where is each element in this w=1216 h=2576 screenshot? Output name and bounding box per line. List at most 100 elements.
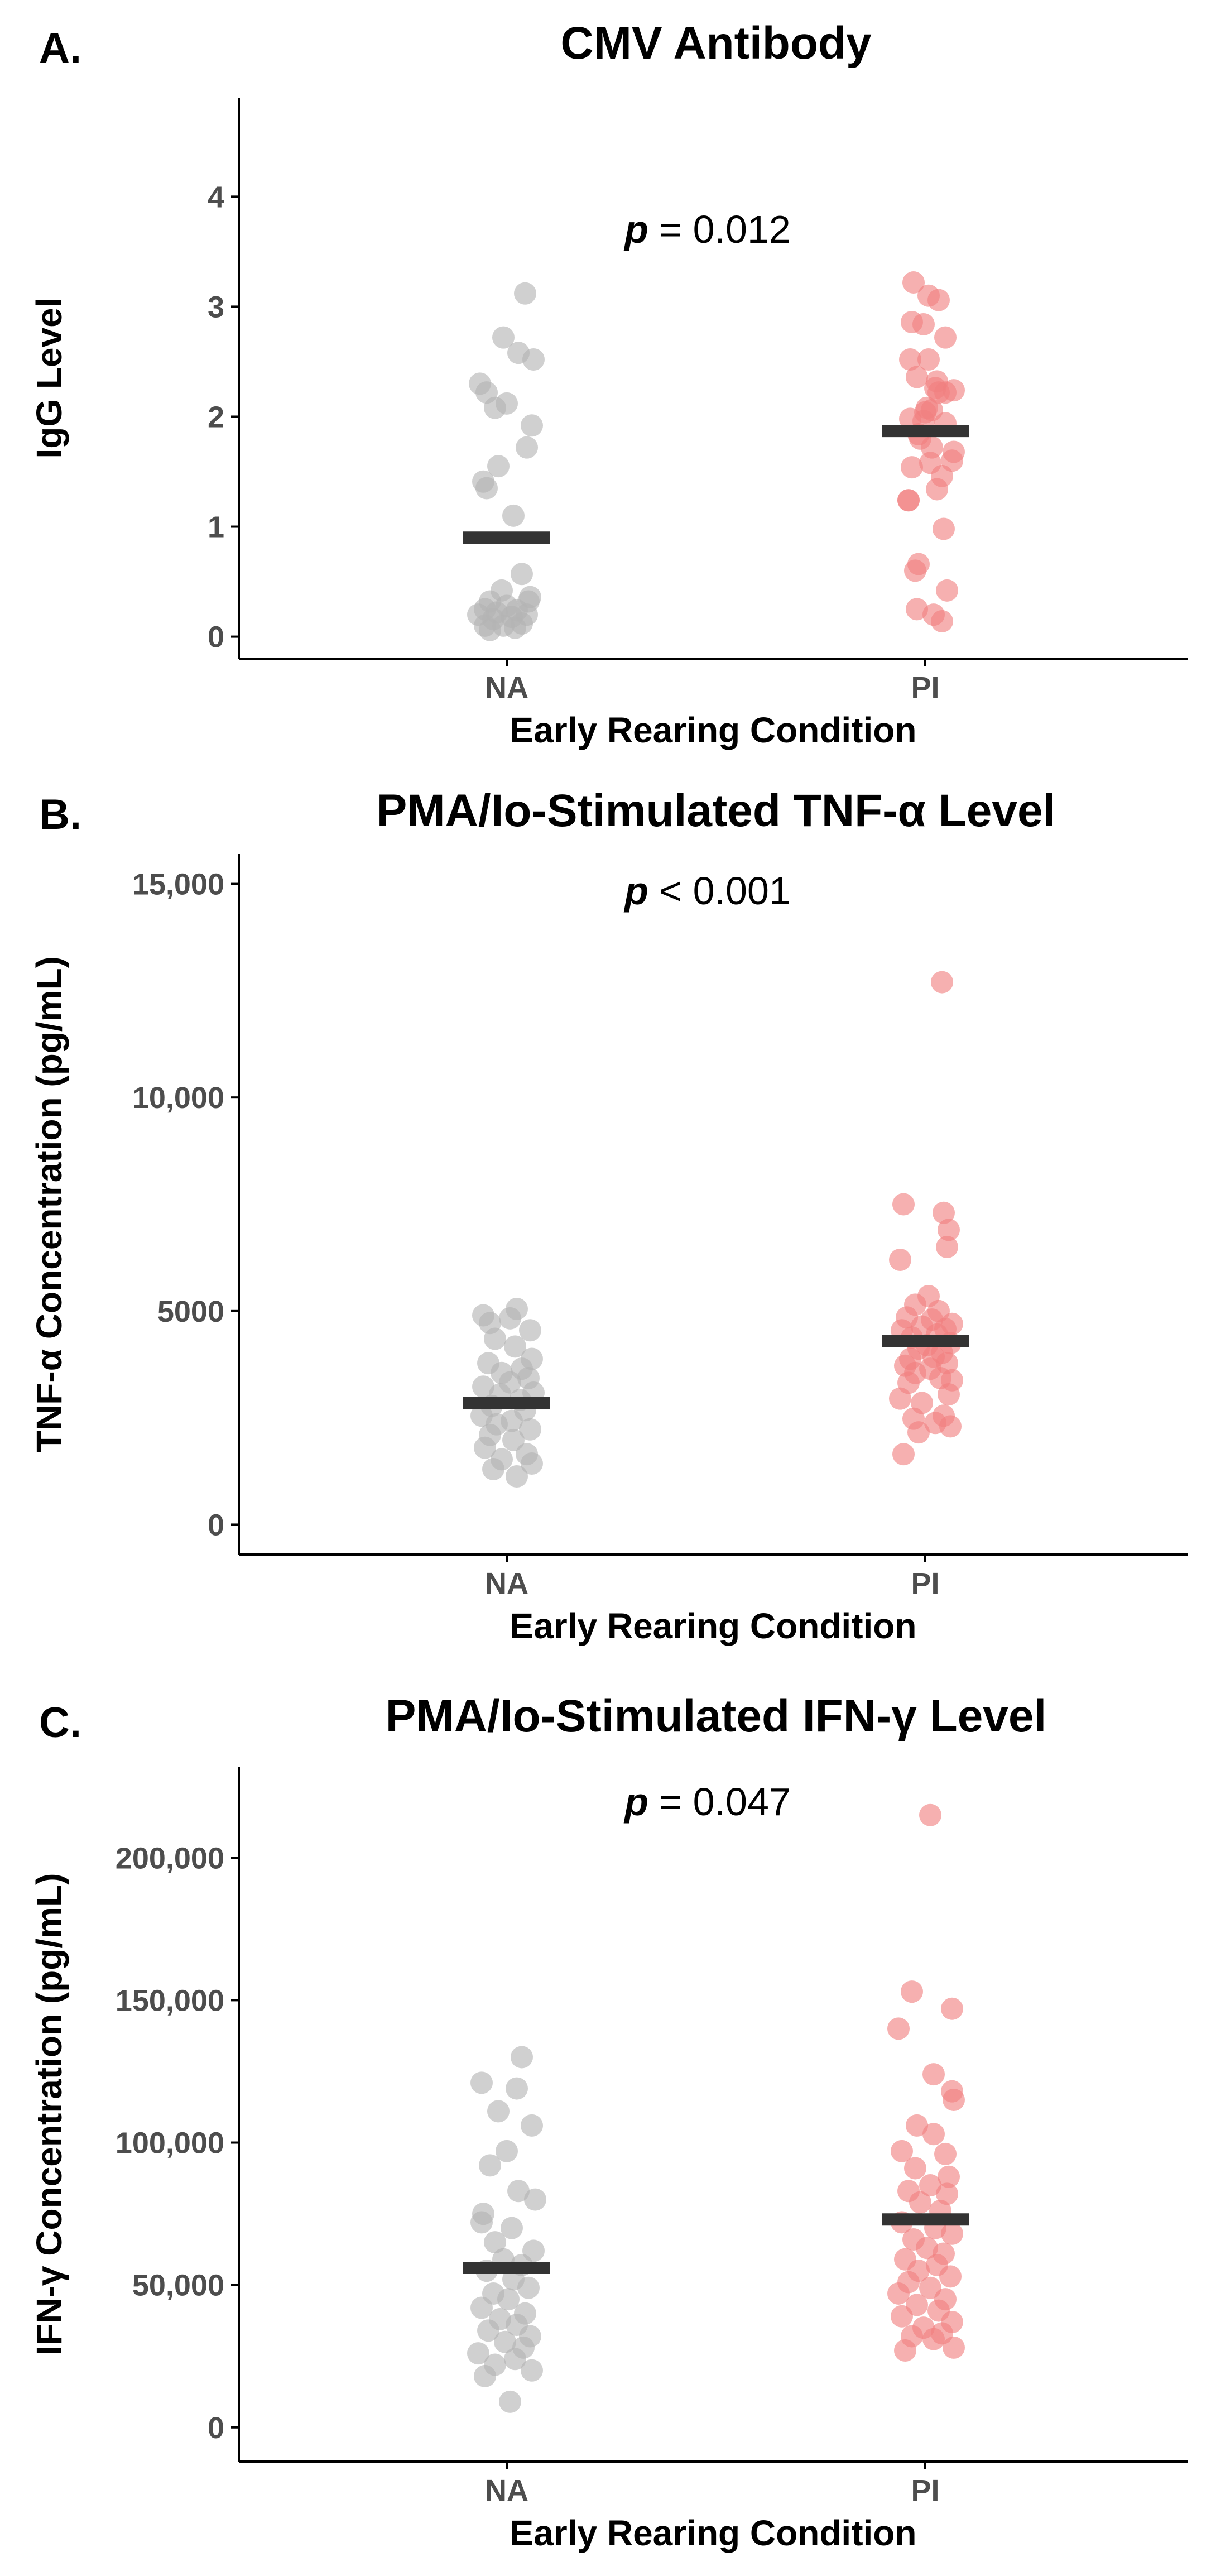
series-pi bbox=[889, 971, 963, 1466]
data-point-na bbox=[522, 348, 545, 371]
data-point-pi bbox=[909, 2191, 931, 2214]
data-point-na bbox=[506, 1465, 528, 1488]
data-point-na bbox=[497, 2288, 520, 2311]
data-point-pi bbox=[943, 2088, 965, 2111]
data-point-pi bbox=[938, 2165, 960, 2188]
p-symbol: p bbox=[623, 208, 648, 251]
data-point-na bbox=[487, 2100, 510, 2123]
data-point-na bbox=[502, 504, 525, 527]
panel-label: C. bbox=[39, 1699, 81, 1747]
data-point-na bbox=[474, 2364, 496, 2387]
data-point-na bbox=[474, 1436, 496, 1459]
y-axis-title: IFN-γ Concentration (pg/mL) bbox=[29, 1873, 69, 2356]
data-point-na bbox=[507, 2180, 530, 2203]
y-tick-label: 3 bbox=[208, 290, 224, 324]
data-point-pi bbox=[906, 598, 928, 621]
data-point-na bbox=[482, 1457, 504, 1480]
data-point-pi bbox=[922, 2123, 945, 2146]
p-value-text: < 0.001 bbox=[648, 869, 791, 913]
data-point-pi bbox=[904, 559, 926, 582]
data-point-na bbox=[519, 1319, 541, 1342]
chart-title: PMA/Io-Stimulated IFN-γ Level bbox=[386, 1691, 1047, 1742]
data-point-na bbox=[470, 2211, 493, 2234]
data-point-pi bbox=[891, 2140, 913, 2162]
y-tick-label: 2 bbox=[208, 400, 224, 434]
p-value-text: = 0.047 bbox=[648, 1780, 791, 1824]
data-point-na bbox=[470, 2071, 493, 2094]
y-tick-label: 0 bbox=[208, 621, 224, 654]
x-tick-label: PI bbox=[911, 2474, 939, 2507]
series-pi bbox=[897, 271, 965, 632]
data-point-na bbox=[479, 2154, 501, 2177]
y-tick-label: 1 bbox=[208, 511, 224, 544]
data-point-pi bbox=[894, 2339, 916, 2362]
data-point-na bbox=[516, 436, 538, 459]
p-value-annotation: p < 0.001 bbox=[623, 869, 791, 913]
p-symbol: p bbox=[623, 869, 648, 913]
data-point-na bbox=[484, 1327, 506, 1350]
data-point-na bbox=[494, 2330, 516, 2353]
data-point-pi bbox=[943, 2336, 965, 2359]
data-point-pi bbox=[912, 313, 935, 335]
data-point-na bbox=[487, 455, 510, 478]
p-value-annotation: p = 0.047 bbox=[623, 1780, 791, 1824]
data-point-pi bbox=[933, 517, 955, 540]
data-point-pi bbox=[919, 1803, 941, 1826]
data-point-pi bbox=[922, 2328, 945, 2350]
data-point-pi bbox=[901, 456, 923, 479]
panel-b: B. PMA/Io-Stimulated TNF-α Level 0 5000 10,0… bbox=[29, 785, 1188, 1646]
data-point-na bbox=[484, 396, 506, 419]
x-tick-label: NA bbox=[485, 1567, 528, 1600]
x-axis-title: Early Rearing Condition bbox=[510, 710, 917, 750]
data-point-pi bbox=[892, 1443, 915, 1466]
p-value-text: = 0.012 bbox=[648, 208, 791, 251]
data-point-na bbox=[496, 2140, 518, 2162]
x-tick-label: NA bbox=[485, 2474, 528, 2507]
data-point-pi bbox=[904, 2157, 926, 2180]
data-point-na bbox=[492, 326, 515, 349]
data-point-na bbox=[484, 2231, 506, 2254]
x-axis-title: Early Rearing Condition bbox=[510, 1606, 917, 1646]
data-point-na bbox=[504, 1335, 526, 1358]
data-point-pi bbox=[934, 326, 957, 349]
data-point-pi bbox=[941, 1997, 963, 2020]
data-point-na bbox=[499, 1307, 521, 1330]
x-tick-label: PI bbox=[911, 1567, 939, 1600]
p-symbol: p bbox=[623, 1780, 648, 1824]
data-point-pi bbox=[902, 271, 925, 294]
data-point-pi bbox=[897, 489, 920, 512]
data-point-na bbox=[504, 2348, 526, 2371]
data-point-na bbox=[521, 2359, 543, 2382]
data-point-na bbox=[470, 2296, 493, 2319]
data-point-pi bbox=[901, 1980, 923, 2003]
data-point-pi bbox=[892, 1193, 915, 1216]
y-tick-label: 150,000 bbox=[116, 1984, 224, 2017]
data-point-pi bbox=[907, 1421, 930, 1444]
data-point-pi bbox=[922, 2063, 945, 2086]
data-point-na bbox=[521, 414, 543, 437]
data-point-na bbox=[511, 2046, 533, 2069]
data-point-pi bbox=[936, 2182, 958, 2205]
data-point-na bbox=[506, 2077, 528, 2100]
data-point-pi bbox=[931, 971, 953, 994]
y-tick-label: 4 bbox=[208, 180, 224, 214]
data-point-pi bbox=[899, 348, 921, 371]
series-na bbox=[467, 2046, 546, 2413]
data-point-na bbox=[477, 2319, 499, 2342]
data-point-pi bbox=[936, 1236, 958, 1259]
y-axis-title: IgG Level bbox=[29, 298, 69, 458]
data-point-pi bbox=[906, 366, 928, 388]
y-axis-title: TNF-α Concentration (pg/mL) bbox=[29, 956, 69, 1452]
panel-a: A. CMV Antibody 0 1 2 3 4 NA PI Early Rearing Con… bbox=[29, 18, 1188, 750]
y-tick-label: 5000 bbox=[157, 1295, 224, 1328]
data-point-pi bbox=[916, 2237, 938, 2260]
data-point-na bbox=[514, 282, 536, 305]
data-point-pi bbox=[927, 289, 950, 311]
x-tick-label: PI bbox=[911, 671, 939, 704]
data-point-pi bbox=[887, 2017, 910, 2040]
data-point-pi bbox=[936, 579, 958, 602]
data-point-pi bbox=[939, 1415, 962, 1438]
data-point-pi bbox=[941, 2222, 963, 2245]
chart-title: CMV Antibody bbox=[560, 18, 872, 69]
